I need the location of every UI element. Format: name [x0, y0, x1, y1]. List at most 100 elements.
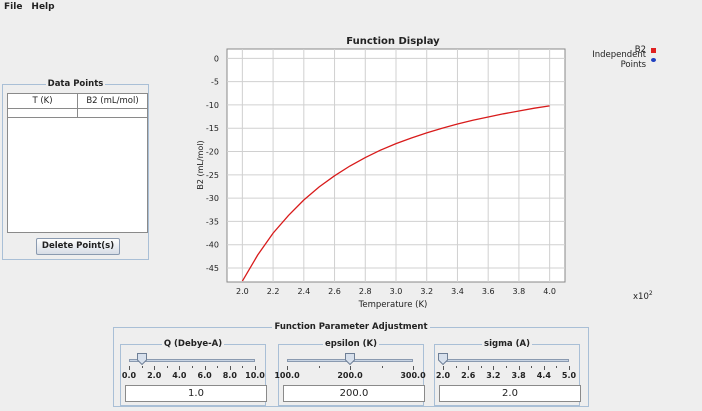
- y-tick-label: -35: [206, 217, 219, 226]
- y-axis-ticks: 0 -5 -10 -15 -20 -25 -30 -35 -40 -45: [206, 54, 219, 273]
- sigma-slider-track[interactable]: [443, 359, 569, 362]
- y-tick-label: -40: [206, 241, 219, 250]
- legend-swatch-independent-points: [651, 58, 656, 62]
- slider-tick-label: 4.4: [536, 371, 551, 380]
- data-points-panel: Data Points T (K) B2 (mL/mol) Delete Poi…: [2, 79, 149, 260]
- delete-points-button[interactable]: Delete Point(s): [36, 238, 120, 255]
- epsilon-slider-tick-labels: 100.0 200.0 300.0: [274, 371, 426, 381]
- epsilon-slider-thumb[interactable]: [345, 353, 355, 365]
- x-axis-ticks: 2.0 2.2 2.4 2.6 2.8 3.0 3.2 3.4 3.6 3.8 4.0: [236, 287, 556, 296]
- slider-tick: [287, 366, 288, 370]
- chart-title: Function Display: [346, 36, 440, 47]
- parameter-adjustment-title: Function Parameter Adjustment: [272, 322, 430, 332]
- slider-tick: [518, 366, 520, 370]
- legend-item-b2: B2: [566, 45, 656, 55]
- slider-minor-tick: [318, 366, 320, 368]
- slider-tick-label: 200.0: [337, 371, 363, 380]
- x-axis-scale-factor: x102: [633, 290, 653, 302]
- parameter-adjustment-panel: Function Parameter Adjustment Q (Debye-A…: [113, 322, 589, 407]
- series-layer: [241, 105, 550, 282]
- slider-tick: [493, 366, 495, 370]
- sigma-slider-tick-labels: 2.0 2.6 3.2 3.8 4.4 5.0: [435, 371, 581, 381]
- y-tick-label: -45: [206, 264, 219, 273]
- legend-swatch-b2: [651, 47, 656, 53]
- slider-minor-tick: [217, 366, 219, 368]
- slider-tick-label: 10.0: [245, 371, 265, 380]
- param-label-sigma: sigma (A): [482, 339, 532, 349]
- slider-tick: [569, 366, 570, 370]
- x-tick-label: 4.0: [543, 287, 556, 296]
- param-label-q: Q (Debye-A): [161, 339, 225, 349]
- x-tick-label: 3.0: [390, 287, 403, 296]
- slider-minor-tick: [141, 366, 143, 368]
- y-tick-label: -20: [206, 148, 219, 157]
- y-tick-label: -25: [206, 171, 219, 180]
- x-tick-label: 2.8: [359, 287, 372, 296]
- slider-tick-label: 3.2: [486, 371, 501, 380]
- legend-label-b2: B2: [634, 45, 646, 55]
- data-points-title: Data Points: [45, 79, 106, 89]
- q-slider-tick-labels: 0.0 2.0 4.0 6.0 8.0 10.0: [121, 371, 267, 381]
- function-display-chart: Function Display 0 -5 -10 -15 -20 -25 -30 -35 -4…: [196, 36, 566, 310]
- menu-help[interactable]: Help: [31, 2, 55, 12]
- sigma-slider-ticks: [435, 366, 581, 371]
- legend-item-independent-points: Independent Points: [566, 50, 656, 70]
- epsilon-slider-ticks: [279, 366, 425, 371]
- slider-tick-label: 6.0: [197, 371, 212, 380]
- x-axis-label: Temperature (K): [358, 300, 428, 310]
- q-slider-track[interactable]: [129, 359, 255, 362]
- table-row[interactable]: [8, 109, 147, 118]
- slider-tick-label: 2.0: [147, 371, 162, 380]
- x-tick-label: 3.4: [451, 287, 464, 296]
- column-header-temperature[interactable]: T (K): [8, 94, 78, 108]
- data-points-table[interactable]: T (K) B2 (mL/mol): [7, 93, 148, 233]
- slider-tick-label: 2.6: [461, 371, 476, 380]
- y-tick-label: -10: [206, 101, 219, 110]
- x-tick-label: 2.0: [236, 287, 249, 296]
- grid-lines: [227, 49, 565, 282]
- slider-tick-label: 2.0: [435, 371, 451, 380]
- q-slider-ticks: [121, 366, 267, 371]
- slider-minor-tick: [455, 366, 457, 368]
- slider-tick: [443, 366, 444, 370]
- y-tick-label: 0: [214, 54, 219, 63]
- y-tick-label: -5: [211, 78, 219, 87]
- y-tick-label: -30: [206, 194, 219, 203]
- slider-tick: [413, 366, 414, 370]
- slider-tick: [179, 366, 181, 370]
- slider-tick-label: 5.0: [561, 371, 577, 380]
- y-axis-label: B2 (mL/mol): [196, 140, 205, 189]
- slider-tick-label: 8.0: [222, 371, 237, 380]
- slider-tick: [350, 366, 351, 370]
- slider-tick-label: 300.0: [400, 371, 426, 380]
- q-value-field[interactable]: 1.0: [125, 385, 267, 402]
- slider-minor-tick: [531, 366, 533, 368]
- column-header-b2[interactable]: B2 (mL/mol): [86, 96, 139, 106]
- epsilon-value-field[interactable]: 200.0: [283, 385, 425, 402]
- menu-file[interactable]: File: [4, 2, 23, 12]
- x-tick-label: 3.8: [513, 287, 526, 296]
- slider-minor-tick: [192, 366, 193, 368]
- param-group-epsilon: epsilon (K) 100.0 200.0 300.0 200.0: [274, 339, 426, 406]
- slider-tick: [129, 366, 130, 370]
- x-tick-label: 2.4: [297, 287, 310, 296]
- param-group-sigma: sigma (A) 2.0 2.6 3.2 3.8 4.4 5.0 2.0: [434, 339, 581, 406]
- slider-minor-tick: [506, 366, 507, 368]
- slider-tick-label: 3.8: [511, 371, 526, 380]
- x-tick-label: 3.6: [482, 287, 495, 296]
- sigma-value-field[interactable]: 2.0: [439, 385, 581, 402]
- slider-minor-tick: [242, 366, 244, 368]
- param-label-epsilon: epsilon (K): [323, 339, 379, 349]
- q-slider-thumb[interactable]: [136, 353, 147, 365]
- menu-bar: File Help: [0, 0, 702, 14]
- table-header: T (K) B2 (mL/mol): [8, 94, 147, 109]
- chart-legend: B2 Independent Points: [566, 45, 656, 70]
- slider-minor-tick: [480, 366, 482, 368]
- slider-tick: [154, 366, 156, 370]
- sigma-slider-thumb[interactable]: [438, 353, 448, 365]
- x-tick-label: 3.2: [420, 287, 433, 296]
- param-group-q: Q (Debye-A) 0.0 2.0 4.0 6.0 8.0 10.0 1.0: [120, 339, 267, 406]
- x-tick-label: 2.2: [267, 287, 280, 296]
- slider-tick: [468, 366, 470, 370]
- y-tick-label: -15: [206, 124, 219, 133]
